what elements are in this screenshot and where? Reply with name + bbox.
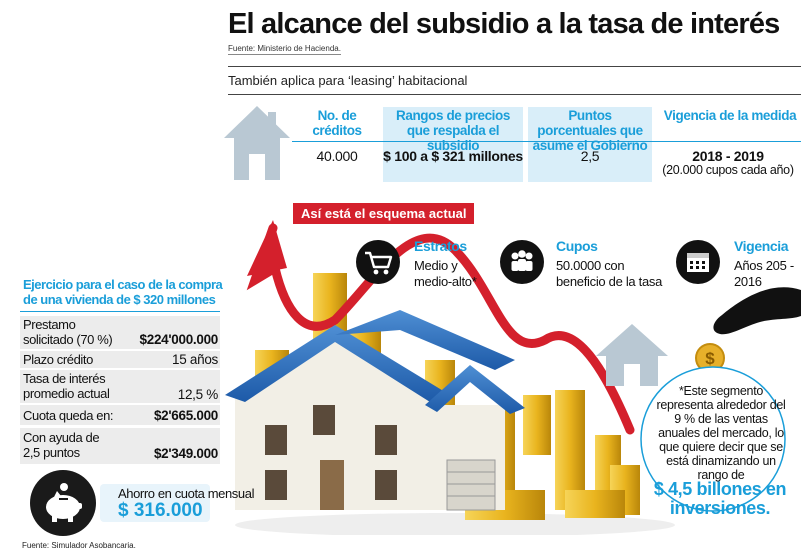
- savings-bg: [100, 484, 210, 522]
- row-value: $2'665.000: [153, 408, 218, 423]
- subtitle: También aplica para ‘leasing’ habitacion…: [228, 73, 468, 88]
- table-row: [20, 316, 220, 349]
- source-note: Fuente: Simulador Asobancaria.: [22, 541, 136, 550]
- table-cell: $ 100 a $ 321 millones: [383, 148, 523, 164]
- feature-text: Años 205 - 2016: [734, 258, 794, 289]
- scheme-label: Así está el esquema actual: [293, 203, 475, 224]
- row-label: Con ayuda de 2,5 puntos: [23, 430, 100, 460]
- feature-text: 50.0000 con beneficio de la tasa: [556, 258, 663, 289]
- feature-text: Medio y medio-alto*: [414, 258, 477, 289]
- table-row: [20, 405, 220, 425]
- savings-value: $ 316.000: [118, 500, 203, 521]
- info-bubble: [640, 366, 786, 512]
- table-cell-note: (20.000 cupos cada año): [662, 163, 794, 177]
- table-header: Rangos de precios que respalda el subsid…: [396, 108, 510, 153]
- bubble-text: *Este segmento representa alrededor del …: [656, 384, 786, 482]
- feature-title: Vigencia: [734, 238, 789, 254]
- row-label: Prestamo solicitado (70 %): [23, 317, 113, 347]
- page-title: El alcance del subsidio a la tasa de int…: [228, 8, 780, 40]
- table-header: Puntos porcentuales que asume el Gobiern…: [532, 108, 648, 153]
- piggy-bank-icon: [30, 470, 96, 536]
- calendar-icon: [676, 240, 720, 284]
- coin-symbol: $: [705, 349, 715, 368]
- source-note: Fuente: Ministerio de Hacienda.: [228, 44, 341, 55]
- row-label: Plazo crédito: [23, 352, 93, 367]
- row-value: 12,5 %: [177, 387, 219, 402]
- savings-label: Ahorro en cuota mensual: [118, 486, 255, 501]
- divider: [228, 66, 801, 67]
- row-value: 15 años: [172, 352, 218, 367]
- table-header: Vigencia de la medida: [663, 108, 797, 123]
- divider: [228, 94, 801, 95]
- house-icon: [224, 106, 290, 180]
- table-column-bg: [383, 107, 523, 182]
- table-cell: 40.000: [316, 148, 358, 164]
- divider: [20, 311, 220, 312]
- table-cell: 2018 - 2019: [692, 148, 764, 164]
- row-value: $2'349.000: [153, 446, 218, 461]
- table-row: [20, 370, 220, 403]
- bubble-highlight: $ 4,5 billones en inversiones.: [653, 479, 787, 518]
- feature-title: Cupos: [556, 238, 598, 254]
- table-row: [20, 428, 220, 464]
- table-column-bg: [528, 107, 652, 182]
- small-house-icon: [596, 324, 668, 386]
- row-label: Tasa de interés promedio actual: [23, 371, 110, 401]
- table-cell: 2,5: [580, 148, 600, 164]
- table-divider: [292, 141, 801, 142]
- row-value: $224'000.000: [139, 332, 219, 347]
- table-header: No. de créditos: [312, 108, 362, 138]
- row-label: Cuota queda en:: [23, 408, 114, 423]
- cart-icon: [356, 240, 400, 284]
- feature-title: Estratos: [414, 238, 467, 254]
- house-bars-illustration: [225, 220, 675, 535]
- exercise-title: Ejercicio para el caso de la compra de u…: [23, 277, 223, 307]
- people-icon: [500, 240, 544, 284]
- table-row: [20, 351, 220, 368]
